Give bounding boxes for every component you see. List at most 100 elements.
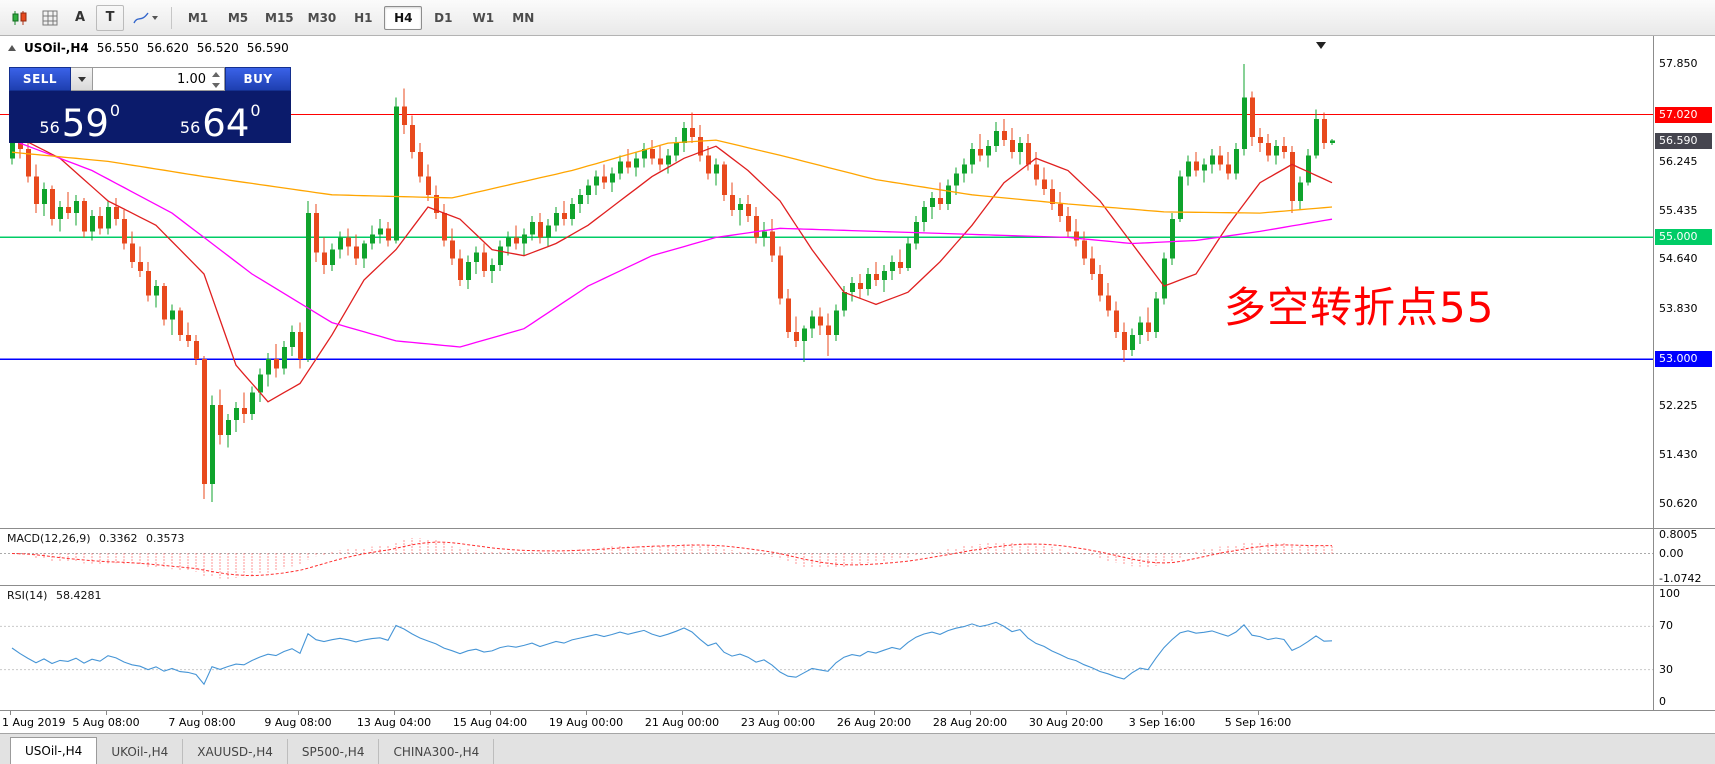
macd-tick: 0.00 xyxy=(1659,546,1684,560)
chart-tab-china300-h4[interactable]: CHINA300-,H4 xyxy=(379,739,495,764)
time-label: 5 Aug 08:00 xyxy=(72,716,140,729)
time-tick xyxy=(490,711,491,715)
time-tick xyxy=(778,711,779,715)
time-label: 3 Sep 16:00 xyxy=(1128,716,1196,729)
time-label: 19 Aug 00:00 xyxy=(548,716,624,729)
time-tick xyxy=(10,711,11,715)
quote-low: 56.520 xyxy=(196,41,239,55)
price-tick: 57.850 xyxy=(1659,57,1698,70)
quote-bar: USOil-,H4 56.550 56.620 56.520 56.590 xyxy=(8,41,289,55)
macd-panel[interactable] xyxy=(0,529,1653,585)
charts-icon[interactable] xyxy=(6,5,34,31)
toolbar-separator xyxy=(171,6,172,29)
objects-icon[interactable]: T xyxy=(96,4,124,31)
chevron-down-icon xyxy=(77,76,86,82)
price-axis[interactable]: 57.850 56.245 55.435 54.640 53.830 52.225 51.4… xyxy=(1653,36,1715,711)
time-label: 5 Sep 16:00 xyxy=(1224,716,1292,729)
panel-divider[interactable] xyxy=(0,585,1715,586)
symbol-label: USOil-,H4 xyxy=(24,41,89,55)
time-label: 9 Aug 08:00 xyxy=(264,716,332,729)
rsi-tick: 70 xyxy=(1659,619,1673,633)
chevron-down-icon xyxy=(151,15,158,20)
volume-value: 1.00 xyxy=(177,71,206,87)
price-badge: 56.590 xyxy=(1655,132,1712,149)
quote-high: 56.620 xyxy=(146,41,189,55)
quote-open: 56.550 xyxy=(96,41,139,55)
time-label: 13 Aug 04:00 xyxy=(356,716,432,729)
timeframe-button-m1[interactable]: M1 xyxy=(187,10,209,25)
timeframe-button-m5[interactable]: M5 xyxy=(227,10,249,25)
macd-value-1: 0.3362 xyxy=(99,532,138,545)
buy-button[interactable]: BUY xyxy=(225,67,291,91)
time-tick xyxy=(106,711,107,715)
sell-price-whole: 56 xyxy=(39,118,60,137)
price-tick: 53.830 xyxy=(1659,301,1698,315)
time-tick xyxy=(298,711,299,715)
price-tick: 50.620 xyxy=(1659,497,1698,510)
candlestick-glyph xyxy=(12,10,27,25)
timeframe-button-m15[interactable]: M15 xyxy=(265,10,294,25)
quote-close: 56.590 xyxy=(246,41,289,55)
text-label-icon[interactable]: A xyxy=(74,10,86,25)
time-tick xyxy=(1258,711,1259,715)
time-tick xyxy=(202,711,203,715)
time-axis[interactable]: 1 Aug 2019 5 Aug 08:00 7 Aug 08:00 9 Aug 08… xyxy=(0,711,1653,733)
time-tick xyxy=(394,711,395,715)
time-label: 21 Aug 00:00 xyxy=(644,716,720,729)
quote-marker-icon xyxy=(8,45,16,51)
rsi-panel[interactable] xyxy=(0,586,1653,710)
time-tick xyxy=(1162,711,1163,715)
grid-glyph xyxy=(42,10,58,25)
chart-tab-usoil-h4[interactable]: USOil-,H4 xyxy=(10,737,98,764)
grid-icon[interactable] xyxy=(36,5,64,31)
time-label: 1 Aug 2019 xyxy=(2,716,66,729)
buy-price[interactable]: 56 64 0 xyxy=(151,93,289,142)
price-chart[interactable] xyxy=(0,36,1653,528)
increment-icon[interactable] xyxy=(211,72,220,77)
sell-price-pips: 59 xyxy=(61,101,109,145)
timeframe-button-h4[interactable]: H4 xyxy=(384,5,423,30)
time-label: 28 Aug 20:00 xyxy=(932,716,1008,729)
macd-value-2: 0.3573 xyxy=(146,532,185,545)
time-tick xyxy=(1066,711,1067,715)
chart-tab-ukoil-h4[interactable]: UKOil-,H4 xyxy=(97,739,184,764)
macd-name: MACD(12,26,9) xyxy=(7,532,91,545)
timeframe-group: M1 M5 M15 M30 H1 H4 D1 W1 MN xyxy=(179,5,542,30)
chart-annotation: 多空转折点55 xyxy=(1224,283,1495,332)
decrement-icon[interactable] xyxy=(211,83,220,88)
time-tick xyxy=(682,711,683,715)
price-badge: 53.000 xyxy=(1655,351,1712,368)
price-tick: 54.640 xyxy=(1659,252,1698,266)
volume-stepper[interactable] xyxy=(209,70,222,90)
rsi-tick: 0 xyxy=(1659,695,1666,708)
volume-field[interactable]: 1.00 xyxy=(93,67,225,91)
price-tick: 56.245 xyxy=(1659,154,1698,168)
toolbar: A T M1 M5 M15 M30 H1 H4 D1 W1 MN xyxy=(0,0,1715,36)
order-options-dropdown[interactable] xyxy=(71,67,93,91)
chart-tab-bar: USOil-,H4 UKOil-,H4 XAUUSD-,H4 SP500-,H4 CHI… xyxy=(0,733,1715,764)
timeframe-button-w1[interactable]: W1 xyxy=(472,10,495,25)
buy-price-pipette: 0 xyxy=(250,101,261,120)
sell-button[interactable]: SELL xyxy=(9,67,71,91)
timeframe-button-mn[interactable]: MN xyxy=(512,10,535,25)
chart-tab-xauusd-h4[interactable]: XAUUSD-,H4 xyxy=(183,739,288,764)
price-tick: 55.435 xyxy=(1659,203,1698,217)
time-label: 7 Aug 08:00 xyxy=(168,716,236,729)
timeframe-button-h1[interactable]: H1 xyxy=(354,10,373,25)
chart-tab-sp500-h4[interactable]: SP500-,H4 xyxy=(287,739,380,764)
rsi-tick: 100 xyxy=(1659,587,1680,600)
timeframe-button-d1[interactable]: D1 xyxy=(434,10,453,25)
panel-divider[interactable] xyxy=(0,528,1715,529)
rsi-label: RSI(14) 58.4281 xyxy=(7,589,106,602)
time-tick xyxy=(586,711,587,715)
price-tick: 51.430 xyxy=(1659,447,1698,461)
buy-price-whole: 56 xyxy=(179,118,201,137)
sell-price[interactable]: 56 59 0 xyxy=(11,93,149,145)
panel-divider[interactable] xyxy=(0,710,1715,711)
macd-label: MACD(12,26,9) 0.3362 0.3573 xyxy=(7,532,190,545)
time-tick xyxy=(874,711,875,715)
line-tools-icon[interactable] xyxy=(126,5,164,31)
sell-price-pipette: 0 xyxy=(109,101,121,120)
price-badge: 55.000 xyxy=(1655,229,1712,246)
timeframe-button-m30[interactable]: M30 xyxy=(307,10,337,25)
